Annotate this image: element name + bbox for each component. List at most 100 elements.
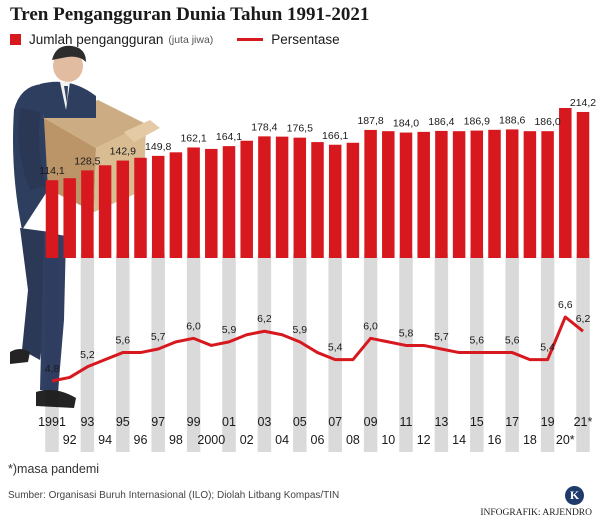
bar — [328, 144, 342, 258]
x-tick-label: 09 — [364, 415, 378, 429]
x-tick-label: 14 — [452, 433, 466, 447]
legend-bar-unit: (juta jiwa) — [168, 33, 214, 46]
x-tick-label: 01 — [222, 415, 236, 429]
x-tick-label: 06 — [311, 433, 325, 447]
bar — [205, 148, 218, 258]
line-value-label: 5,6 — [115, 335, 130, 347]
x-tick-label: 95 — [116, 415, 130, 429]
bar — [134, 157, 147, 258]
line-series — [51, 315, 584, 383]
bar — [435, 130, 448, 258]
legend-bar-label: Jumlah pengangguran — [29, 32, 164, 47]
line-value-label: 5,7 — [151, 331, 166, 343]
chart-title: Tren Pengangguran Dunia Tahun 1991-2021 — [10, 4, 370, 25]
bar — [258, 136, 271, 258]
column-stripe — [80, 254, 95, 452]
bar-value-label: 149,8 — [145, 141, 171, 153]
bar — [382, 131, 395, 258]
bar — [293, 137, 307, 258]
bar-value-label: 114,1 — [39, 165, 65, 177]
x-tick-label: 04 — [275, 433, 289, 447]
bar — [541, 131, 554, 258]
bar — [399, 132, 413, 258]
line-value-label: 5,2 — [80, 349, 95, 361]
bar-value-label: 176,5 — [287, 123, 313, 135]
bar — [116, 160, 130, 258]
column-stripes — [45, 254, 590, 452]
x-tick-label: 96 — [134, 433, 148, 447]
source-note: Sumber: Organisasi Buruh Internasional (… — [8, 490, 340, 501]
x-tick-label: 08 — [346, 433, 360, 447]
bar-value-label: 186,9 — [464, 116, 490, 128]
x-tick-label: 05 — [293, 415, 307, 429]
column-stripe — [257, 254, 272, 452]
line-value-label: 6,0 — [186, 320, 201, 332]
column-stripe — [186, 254, 201, 452]
x-axis-tick-labels: 1991 93 95 97 99 01 03 05 07 09 11 13 15 17 19 21* 92 94 9… — [38, 415, 592, 447]
footnote: *)masa pandemi — [8, 462, 100, 476]
bar — [98, 165, 112, 258]
x-tick-label: 93 — [80, 415, 94, 429]
column-stripe — [576, 254, 590, 452]
legend-line-swatch — [237, 38, 264, 41]
x-tick-label: 18 — [523, 433, 537, 447]
line-value-label: 5,9 — [292, 324, 307, 336]
x-tick-label: 97 — [151, 415, 165, 429]
x-tick-label: 19 — [541, 415, 555, 429]
bar-value-label: 162,1 — [180, 132, 206, 144]
x-tick-label: 2000 — [197, 433, 225, 447]
line-value-label: 5,8 — [399, 327, 414, 339]
bar — [275, 136, 289, 258]
column-stripe — [540, 254, 555, 452]
bar — [505, 129, 519, 258]
bar-value-label: 178,4 — [251, 121, 277, 133]
column-stripe — [151, 254, 165, 452]
x-tick-label: 15 — [470, 415, 484, 429]
legend-line-label: Persentase — [271, 32, 340, 47]
bar-value-label: 128,5 — [74, 155, 100, 167]
x-tick-label: 17 — [505, 415, 519, 429]
bar — [346, 142, 360, 258]
line-value-label: 6,2 — [576, 313, 591, 325]
bar — [187, 147, 200, 258]
bar — [417, 131, 430, 258]
bar-value-label: 166,1 — [322, 130, 348, 142]
line-value-label: 5,4 — [328, 342, 343, 354]
x-tick-label: 03 — [257, 415, 271, 429]
line-value-label: 5,4 — [540, 342, 555, 354]
bar — [63, 178, 76, 258]
bar — [452, 131, 466, 258]
x-tick-label: 20* — [556, 433, 575, 447]
column-stripe — [363, 254, 378, 452]
x-tick-label: 1991 — [38, 415, 66, 429]
bar-value-label: 188,6 — [499, 114, 525, 126]
line-value-label: 6,2 — [257, 313, 272, 325]
x-tick-label: 11 — [400, 415, 413, 429]
line-value-label: 5,6 — [469, 335, 484, 347]
bar — [45, 180, 59, 258]
line-value-labels: 4,8 5,2 5,6 5,7 6,0 5,9 6,2 5,9 5,4 6,0 5,8 5,7 5,6 5… — [45, 299, 591, 375]
x-tick-label: 16 — [488, 433, 502, 447]
line-value-label: 6,6 — [558, 299, 573, 311]
bar-series — [45, 108, 590, 258]
bar — [576, 111, 590, 258]
x-tick-label: 94 — [98, 433, 112, 447]
x-tick-label: 10 — [381, 433, 395, 447]
column-stripe — [434, 254, 449, 452]
bar-value-labels: 114,1 128,5 142,9 149,8 162,1 164,1 178,4 176,5… — [39, 97, 596, 177]
x-tick-label: 21* — [574, 415, 593, 429]
bar — [470, 130, 484, 258]
bar-value-label: 186,0 — [534, 116, 560, 128]
column-stripe — [293, 254, 307, 452]
x-tick-label: 99 — [187, 415, 201, 429]
x-tick-label: 07 — [328, 415, 342, 429]
bar-value-label: 164,1 — [216, 131, 242, 143]
bar — [169, 152, 183, 258]
bar-value-label: 142,9 — [110, 146, 136, 158]
line-value-label: 6,0 — [363, 320, 378, 332]
bar-value-label: 184,0 — [393, 118, 419, 130]
column-stripe — [399, 254, 413, 452]
x-tick-label: 92 — [63, 433, 77, 447]
x-tick-label: 13 — [434, 415, 448, 429]
column-stripe — [222, 254, 236, 452]
